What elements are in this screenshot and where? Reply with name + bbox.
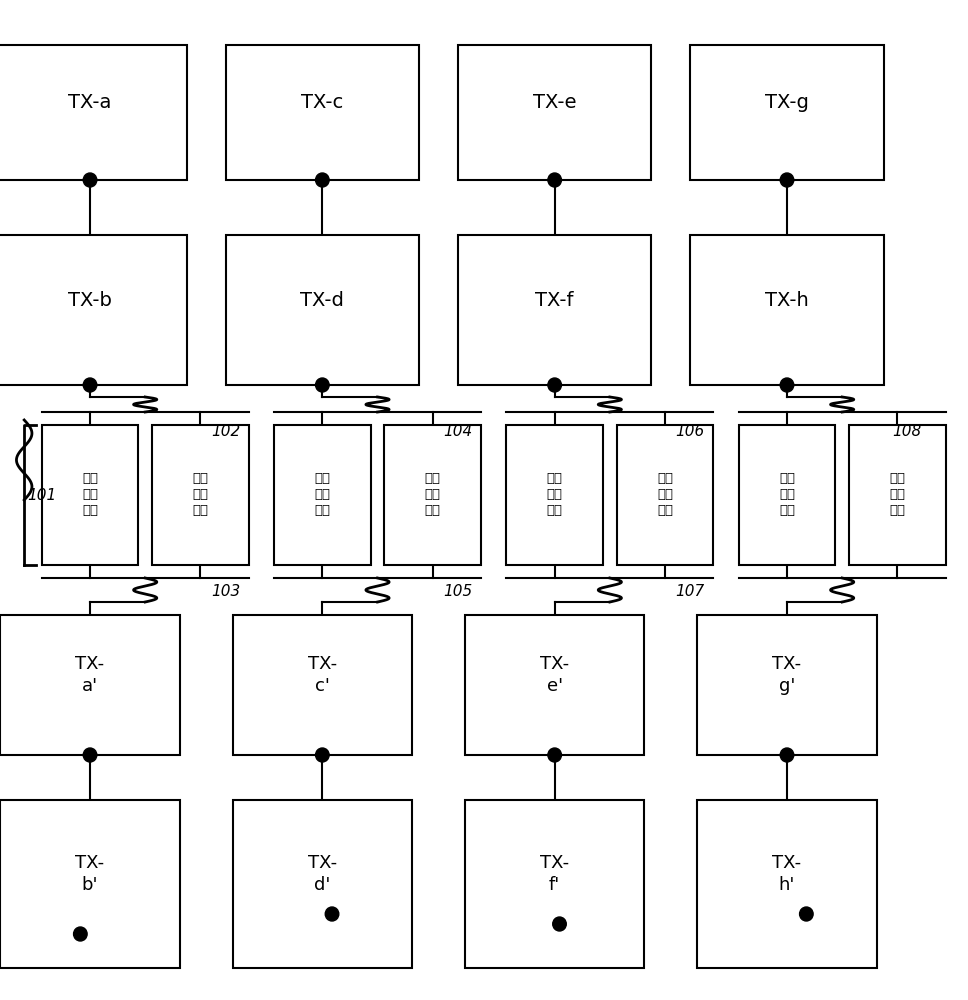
Circle shape [316,378,329,392]
Text: TX-
e': TX- e' [540,655,569,695]
Bar [152,425,249,565]
Text: TX-g: TX-g [765,93,809,112]
Text: 第二
切换
单元: 第二 切换 单元 [193,473,208,518]
Text: 104: 104 [443,424,472,440]
Text: 第四
切换
单元: 第四 切换 单元 [425,473,440,518]
Text: TX-b: TX-b [68,290,112,310]
Bar [849,425,946,565]
Text: TX-h: TX-h [765,290,809,310]
Circle shape [780,378,794,392]
Text: TX-c: TX-c [301,93,344,112]
Bar [0,45,187,180]
Bar [465,615,645,755]
Text: 107: 107 [676,584,705,599]
Circle shape [316,748,329,762]
Text: TX-
f': TX- f' [540,854,569,894]
Bar [465,800,645,968]
Text: 第五
切换
单元: 第五 切换 单元 [547,473,562,518]
Text: 第一
切换
单元: 第一 切换 单元 [82,473,98,518]
Text: TX-
b': TX- b' [76,854,105,894]
Text: 106: 106 [676,424,705,440]
Text: TX-
a': TX- a' [76,655,105,695]
Bar [1,800,180,968]
Circle shape [83,378,97,392]
Text: 102: 102 [211,424,240,440]
Circle shape [83,748,97,762]
Text: TX-a: TX-a [69,93,111,112]
Text: 第八
切换
单元: 第八 切换 单元 [890,473,905,518]
Bar [506,425,603,565]
Text: 108: 108 [892,424,922,440]
Bar [233,615,412,755]
Text: 第七
切换
单元: 第七 切换 单元 [779,473,795,518]
Circle shape [553,917,566,931]
Circle shape [83,173,97,187]
Circle shape [780,748,794,762]
Circle shape [548,378,561,392]
Text: TX-
d': TX- d' [308,854,337,894]
Bar [458,235,651,385]
Bar [697,615,877,755]
Circle shape [325,907,339,921]
Circle shape [548,748,561,762]
Bar [226,45,419,180]
Text: 101: 101 [27,488,56,502]
Text: 105: 105 [443,584,472,599]
Bar [690,235,884,385]
Circle shape [780,173,794,187]
Bar [42,425,138,565]
Bar [0,235,187,385]
Text: TX-
c': TX- c' [308,655,337,695]
Bar [458,45,651,180]
Circle shape [74,927,87,941]
Text: TX-e: TX-e [533,93,576,112]
Bar [739,425,835,565]
Text: TX-d: TX-d [300,290,345,310]
Text: 第三
切换
单元: 第三 切换 单元 [315,473,330,518]
Text: 第六
切换
单元: 第六 切换 单元 [657,473,673,518]
Bar [384,425,481,565]
Bar [690,45,884,180]
Circle shape [800,907,813,921]
Bar [697,800,877,968]
Text: TX-
g': TX- g' [772,655,802,695]
Text: 103: 103 [211,584,240,599]
Bar [233,800,412,968]
Text: TX-
h': TX- h' [772,854,802,894]
Bar [1,615,180,755]
Text: TX-f: TX-f [535,290,574,310]
Bar [226,235,419,385]
Circle shape [548,173,561,187]
Circle shape [316,173,329,187]
Bar [274,425,371,565]
Bar [617,425,713,565]
